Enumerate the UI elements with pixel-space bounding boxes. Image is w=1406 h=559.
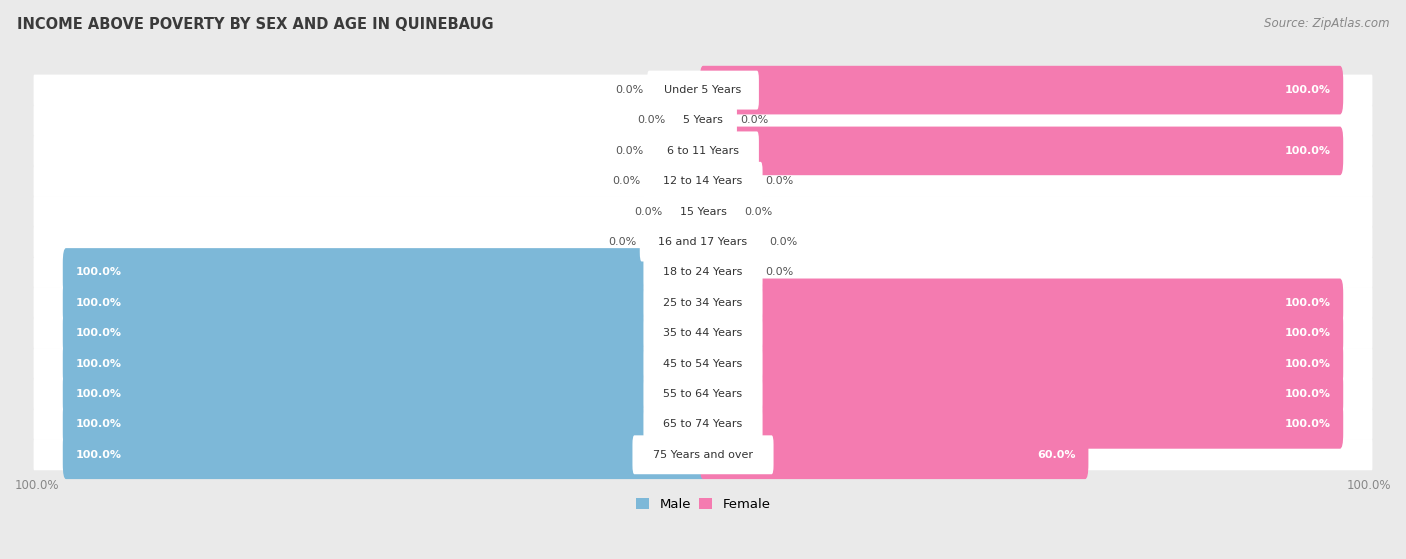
FancyBboxPatch shape bbox=[34, 318, 1372, 349]
FancyBboxPatch shape bbox=[700, 400, 1343, 449]
Text: 100.0%: 100.0% bbox=[76, 298, 121, 308]
FancyBboxPatch shape bbox=[63, 430, 706, 479]
Text: 0.0%: 0.0% bbox=[616, 85, 644, 95]
FancyBboxPatch shape bbox=[63, 339, 706, 388]
FancyBboxPatch shape bbox=[644, 253, 762, 292]
FancyBboxPatch shape bbox=[34, 196, 1372, 227]
FancyBboxPatch shape bbox=[633, 435, 773, 474]
FancyBboxPatch shape bbox=[63, 369, 706, 418]
FancyBboxPatch shape bbox=[34, 166, 1372, 197]
Text: 100.0%: 100.0% bbox=[1285, 85, 1330, 95]
FancyBboxPatch shape bbox=[63, 278, 706, 327]
FancyBboxPatch shape bbox=[34, 74, 1372, 106]
Text: 100.0%: 100.0% bbox=[76, 267, 121, 277]
FancyBboxPatch shape bbox=[34, 105, 1372, 136]
Text: 100.0%: 100.0% bbox=[1285, 389, 1330, 399]
Text: 0.0%: 0.0% bbox=[616, 146, 644, 156]
FancyBboxPatch shape bbox=[640, 222, 766, 262]
Text: 100.0%: 100.0% bbox=[76, 328, 121, 338]
FancyBboxPatch shape bbox=[63, 248, 706, 297]
FancyBboxPatch shape bbox=[644, 375, 762, 414]
Text: 100.0%: 100.0% bbox=[15, 479, 59, 492]
Text: 18 to 24 Years: 18 to 24 Years bbox=[664, 267, 742, 277]
Text: 0.0%: 0.0% bbox=[609, 237, 637, 247]
Text: 100.0%: 100.0% bbox=[76, 419, 121, 429]
Text: 100.0%: 100.0% bbox=[76, 389, 121, 399]
Text: 0.0%: 0.0% bbox=[766, 176, 794, 186]
Text: 60.0%: 60.0% bbox=[1038, 450, 1076, 460]
FancyBboxPatch shape bbox=[700, 369, 1343, 418]
FancyBboxPatch shape bbox=[34, 257, 1372, 288]
Text: 45 to 54 Years: 45 to 54 Years bbox=[664, 359, 742, 368]
Text: 100.0%: 100.0% bbox=[1285, 328, 1330, 338]
FancyBboxPatch shape bbox=[34, 135, 1372, 167]
Text: 0.0%: 0.0% bbox=[744, 207, 772, 217]
Text: 100.0%: 100.0% bbox=[1285, 359, 1330, 368]
FancyBboxPatch shape bbox=[644, 283, 762, 323]
FancyBboxPatch shape bbox=[700, 339, 1343, 388]
Text: 12 to 14 Years: 12 to 14 Years bbox=[664, 176, 742, 186]
Text: Under 5 Years: Under 5 Years bbox=[665, 85, 741, 95]
Text: 100.0%: 100.0% bbox=[1285, 298, 1330, 308]
Text: 25 to 34 Years: 25 to 34 Years bbox=[664, 298, 742, 308]
Text: 0.0%: 0.0% bbox=[766, 267, 794, 277]
Text: 100.0%: 100.0% bbox=[1285, 146, 1330, 156]
Text: Source: ZipAtlas.com: Source: ZipAtlas.com bbox=[1264, 17, 1389, 30]
Text: 0.0%: 0.0% bbox=[612, 176, 640, 186]
FancyBboxPatch shape bbox=[63, 400, 706, 449]
FancyBboxPatch shape bbox=[669, 101, 737, 140]
Text: 0.0%: 0.0% bbox=[634, 207, 662, 217]
Text: 75 Years and over: 75 Years and over bbox=[652, 450, 754, 460]
FancyBboxPatch shape bbox=[647, 70, 759, 110]
Text: 55 to 64 Years: 55 to 64 Years bbox=[664, 389, 742, 399]
Text: 100.0%: 100.0% bbox=[1285, 419, 1330, 429]
FancyBboxPatch shape bbox=[700, 278, 1343, 327]
FancyBboxPatch shape bbox=[644, 314, 762, 353]
Text: 100.0%: 100.0% bbox=[1347, 479, 1391, 492]
Text: INCOME ABOVE POVERTY BY SEX AND AGE IN QUINEBAUG: INCOME ABOVE POVERTY BY SEX AND AGE IN Q… bbox=[17, 17, 494, 32]
Text: 100.0%: 100.0% bbox=[76, 359, 121, 368]
Legend: Male, Female: Male, Female bbox=[630, 492, 776, 516]
Text: 0.0%: 0.0% bbox=[740, 116, 768, 126]
Text: 16 and 17 Years: 16 and 17 Years bbox=[658, 237, 748, 247]
FancyBboxPatch shape bbox=[700, 66, 1343, 115]
FancyBboxPatch shape bbox=[665, 192, 741, 231]
FancyBboxPatch shape bbox=[700, 309, 1343, 358]
Text: 65 to 74 Years: 65 to 74 Years bbox=[664, 419, 742, 429]
Text: 0.0%: 0.0% bbox=[638, 116, 666, 126]
Text: 5 Years: 5 Years bbox=[683, 116, 723, 126]
FancyBboxPatch shape bbox=[644, 344, 762, 383]
FancyBboxPatch shape bbox=[34, 287, 1372, 318]
FancyBboxPatch shape bbox=[700, 126, 1343, 175]
Text: 35 to 44 Years: 35 to 44 Years bbox=[664, 328, 742, 338]
FancyBboxPatch shape bbox=[34, 226, 1372, 258]
FancyBboxPatch shape bbox=[700, 430, 1088, 479]
FancyBboxPatch shape bbox=[34, 348, 1372, 379]
FancyBboxPatch shape bbox=[644, 405, 762, 444]
FancyBboxPatch shape bbox=[647, 131, 759, 170]
Text: 15 Years: 15 Years bbox=[679, 207, 727, 217]
Text: 100.0%: 100.0% bbox=[76, 450, 121, 460]
FancyBboxPatch shape bbox=[34, 409, 1372, 440]
Text: 0.0%: 0.0% bbox=[769, 237, 797, 247]
FancyBboxPatch shape bbox=[34, 439, 1372, 470]
FancyBboxPatch shape bbox=[63, 309, 706, 358]
FancyBboxPatch shape bbox=[34, 378, 1372, 410]
FancyBboxPatch shape bbox=[644, 162, 762, 201]
Text: 6 to 11 Years: 6 to 11 Years bbox=[666, 146, 740, 156]
